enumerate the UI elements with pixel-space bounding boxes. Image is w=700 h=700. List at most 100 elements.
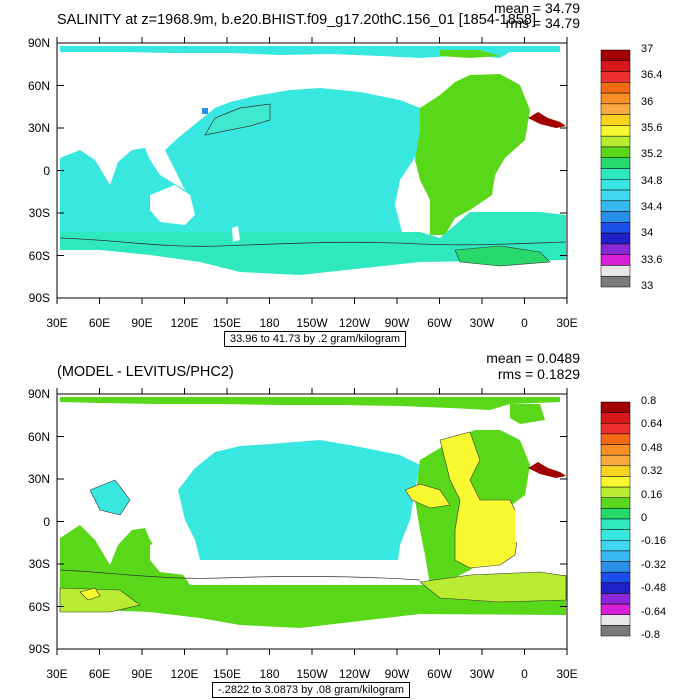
cb2-swatch [600,454,631,467]
p2-arctic-atl [510,404,545,424]
panel1-lon-label: 60E [88,316,111,330]
panel1-range-box: 33.96 to 41.73 by .2 gram/kilogram [224,331,406,347]
cb2-swatch [600,614,631,626]
cb1-swatch [600,157,631,169]
panel2-lon-label: 0 [521,667,528,681]
p1-med [528,112,566,128]
panel2-lon-label: 60W [427,667,452,681]
panel2-lon-label: 150E [212,667,242,681]
cb1-swatch [600,60,631,72]
panel1-lon-label: 30E [46,316,68,330]
cb2-label: -0.64 [641,605,667,618]
panel2-lon-label: 120W [338,667,371,681]
cb1-swatch [600,232,631,245]
panel1-title: SALINITY at z=1968.9m, b.e20.BHIST.f09_g… [57,12,536,28]
cb2-label: -0.8 [641,629,660,641]
panel1-lat-label: 90S [28,291,50,305]
panel1-lon-label: 30E [556,316,578,330]
panel1-lon-label: 90E [131,316,153,330]
cb1-swatch [600,254,631,266]
p1-africa-land [505,150,566,210]
cb1-label: 33 [641,280,654,292]
p1-arctic-atl [440,50,500,58]
panel2-lat-label: 90N [27,387,50,401]
cb2-label: 0.64 [641,418,663,431]
panel2-title: (MODEL - LEVITUS/PHC2) [57,364,234,380]
cb2-swatch [600,423,631,435]
panel2-lon-label: 60E [88,667,111,681]
cb1-swatch [600,49,631,62]
p1-southern-contour [59,237,567,247]
p2-yellow-spot [79,587,101,601]
panel1-lon-label: 0 [521,316,528,330]
cb2-label: 0.32 [641,465,663,478]
panel2-lon-label: 30E [46,667,68,681]
cb2-swatch [600,603,631,615]
cb2-label: 0.8 [641,395,657,407]
cb2-swatch [600,561,631,573]
cb1-label: 35.2 [641,148,663,161]
panel1-map [57,43,567,298]
cb1-swatch [600,71,631,83]
cb2-label: -0.48 [641,582,667,595]
panel2-lon-label: 30W [469,667,495,681]
panel1-ticks [56,37,568,304]
cb1-swatch [600,168,631,180]
p1-southern [60,212,566,275]
p2-nw-atl [404,483,451,509]
cb1-label: 35.6 [641,122,663,134]
cb2-swatch [600,412,631,424]
p2-med [528,462,566,478]
p2-trop-atl [439,431,521,569]
panel2-lat-label: 30S [28,557,50,571]
p1-arctic [60,46,560,58]
panel2-lon-label: 120E [170,667,199,681]
cb2-swatch [600,582,631,594]
cb2-label: -0.16 [641,535,667,548]
cb2-swatch [600,593,631,605]
cb1-swatch [600,82,631,94]
p2-pacific [178,440,420,560]
cb1-swatch [600,103,631,115]
panel2-lat-label: 0 [43,514,50,529]
panel2-lat-label: 60S [28,599,50,614]
panel2-lon-label: 90E [131,667,153,681]
cb1-swatch [600,200,631,212]
panel1-lon-label: 180 [259,316,280,330]
panel1-lat-label: 60S [28,248,50,263]
cb2-swatch [600,508,631,520]
p2-indian-cyan [89,479,131,516]
cb1-label: 36 [641,95,654,108]
panel2-ticks [56,388,568,655]
panel2-lat-label: 90S [28,642,50,656]
panel1-lon-label: 150E [212,316,242,330]
p1-north-pacific-contour [204,103,271,136]
p2-southern-lime2 [419,571,567,603]
panel1-lat-label: 30S [28,206,50,220]
cb1-label: 36.4 [641,69,663,82]
panel1-lon-label: 150W [296,316,328,330]
cb1-swatch [600,125,631,137]
cb2-swatch [600,433,631,445]
cb2-swatch [600,518,631,530]
cb2-label: 0.16 [641,488,663,501]
panel2-rms: rms = 0.1829 [497,366,580,382]
cb1-swatch [600,265,631,277]
p2-indian-north [60,525,190,585]
panel1-lon-label: 30W [469,316,495,330]
cb1-label: 34.4 [641,201,663,213]
colorbar-2 [600,401,631,637]
cb2-label: 0.48 [641,441,663,454]
panel1-lat-label: 60N [27,78,50,93]
panel1-lon-label: 90W [384,316,410,330]
panel2-mean: mean = 0.0489 [486,350,580,366]
cb2-swatch [600,625,631,637]
panel1-lon-label: 120W [338,316,371,330]
panel2-lat-label: 30N [27,472,50,486]
panel1-lat-label: 30N [27,121,50,135]
panel2-lon-label: 150W [296,667,328,681]
cb1-swatch [600,222,631,234]
cb2-swatch [600,486,631,498]
cb1-swatch [600,179,631,191]
